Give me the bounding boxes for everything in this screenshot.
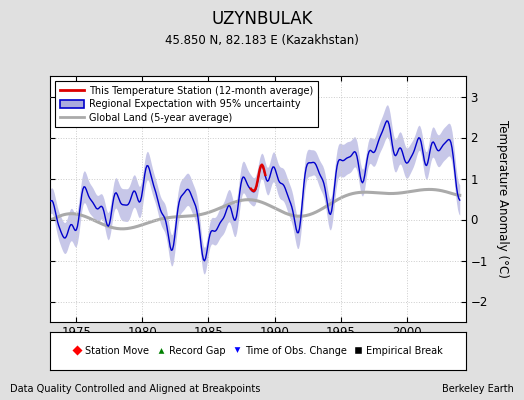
Y-axis label: Temperature Anomaly (°C): Temperature Anomaly (°C) xyxy=(496,120,509,278)
Legend: Station Move, Record Gap, Time of Obs. Change, Empirical Break: Station Move, Record Gap, Time of Obs. C… xyxy=(71,343,445,359)
Text: Data Quality Controlled and Aligned at Breakpoints: Data Quality Controlled and Aligned at B… xyxy=(10,384,261,394)
Text: Berkeley Earth: Berkeley Earth xyxy=(442,384,514,394)
Legend: This Temperature Station (12-month average), Regional Expectation with 95% uncer: This Temperature Station (12-month avera… xyxy=(54,81,318,127)
Text: UZYNBULAK: UZYNBULAK xyxy=(211,10,313,28)
Text: 45.850 N, 82.183 E (Kazakhstan): 45.850 N, 82.183 E (Kazakhstan) xyxy=(165,34,359,47)
